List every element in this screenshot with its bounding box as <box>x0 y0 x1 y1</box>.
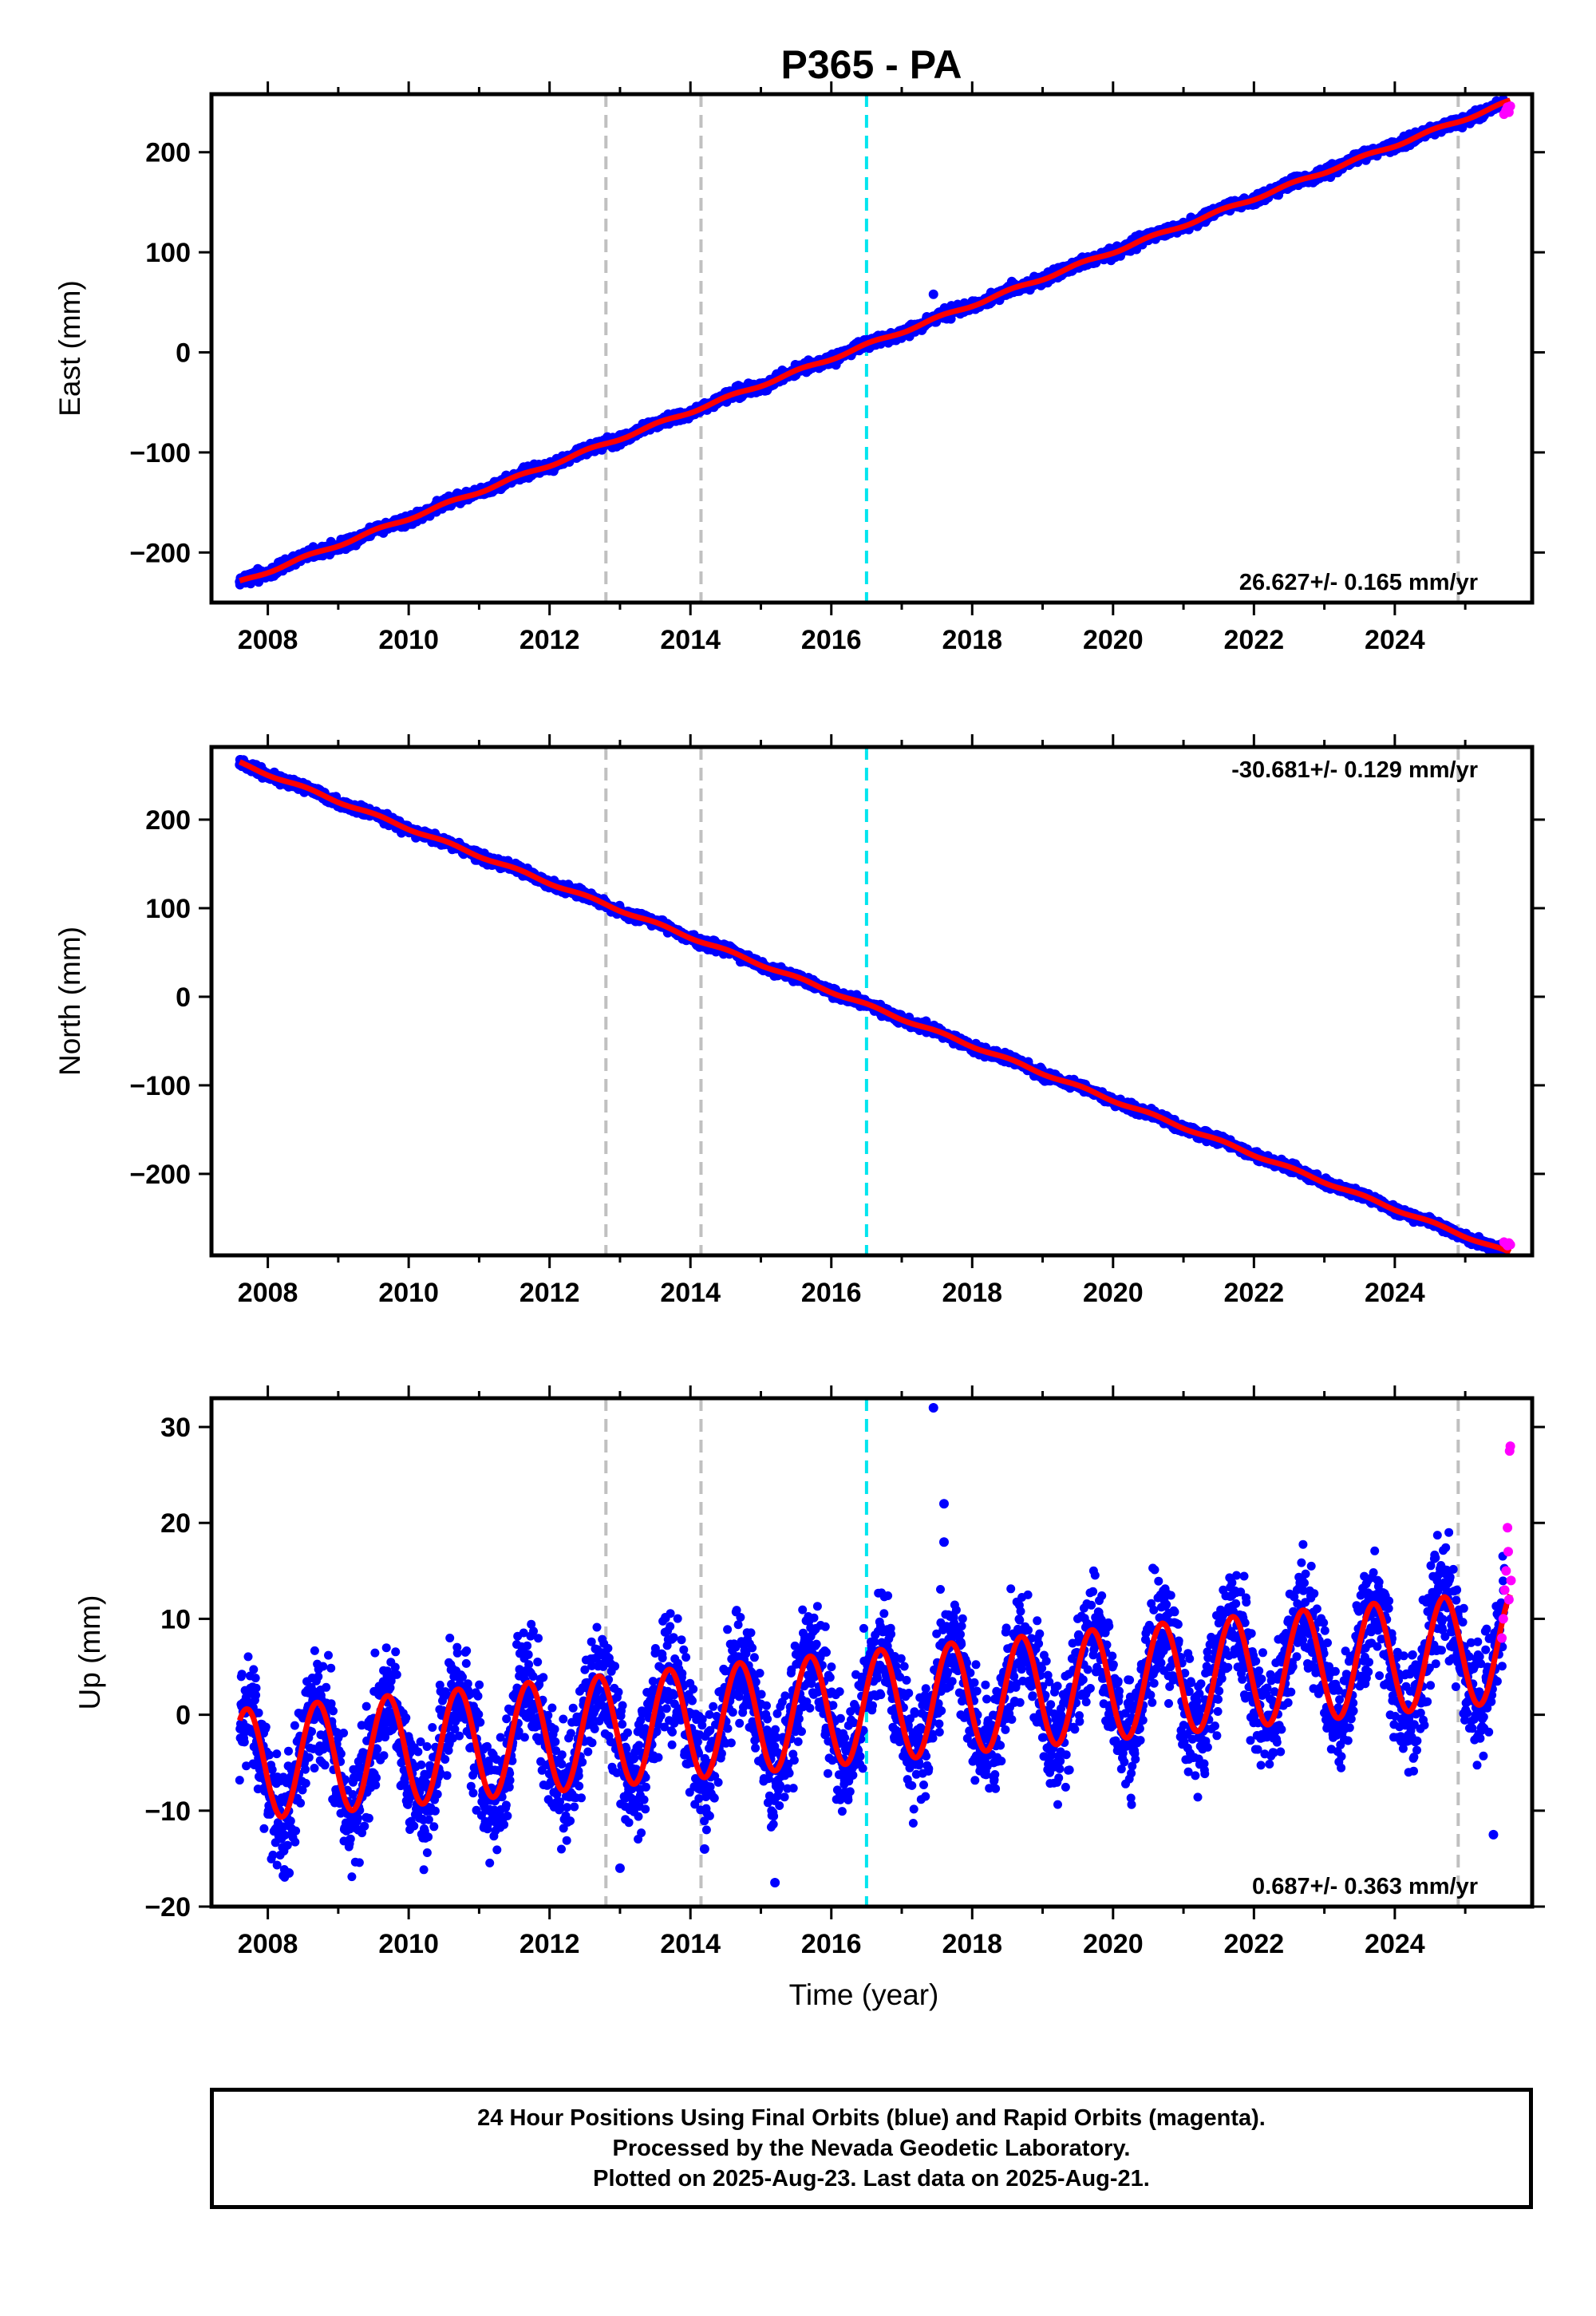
rapid-orbit-point <box>1505 101 1515 112</box>
outlier-point <box>928 289 938 299</box>
velocity-label: 26.627+/- 0.165 mm/yr <box>1239 570 1478 595</box>
x-tick-label: 2016 <box>801 625 862 655</box>
x-tick-label: 2024 <box>1365 625 1425 655</box>
y-tick-label: 0 <box>176 338 191 369</box>
x-tick-label: 2008 <box>238 625 298 655</box>
y-tick-label: 200 <box>145 138 191 168</box>
x-tick-label: 2014 <box>660 625 721 655</box>
x-tick-label: 2018 <box>942 625 1002 655</box>
y-tick-label: 100 <box>145 238 191 268</box>
x-tick-label: 2020 <box>1083 625 1144 655</box>
y-tick-label: −200 <box>129 538 191 568</box>
y-tick-label: −100 <box>129 438 191 468</box>
plot-frame <box>209 92 1535 605</box>
x-tick-label: 2012 <box>519 625 580 655</box>
rapid-orbit-points <box>1499 101 1515 120</box>
panel-north: 2008 2010 2012 2014 2016 2018 2020 2022 2024−200… <box>53 734 1545 1308</box>
x-tick-label: 2010 <box>378 625 439 655</box>
panel-east: 2008 2010 2012 2014 2016 2018 2020 2022 2024 −200… <box>53 81 1545 655</box>
model-curve <box>239 97 1511 584</box>
x-tick-label: 2022 <box>1224 625 1285 655</box>
figure-title: P365 - PA <box>781 42 962 87</box>
y-axis-label: East (mm) <box>53 280 86 417</box>
panels-group: 2008 2010 2012 2014 2016 2018 2020 2022 2024 −200… <box>53 81 1545 2011</box>
